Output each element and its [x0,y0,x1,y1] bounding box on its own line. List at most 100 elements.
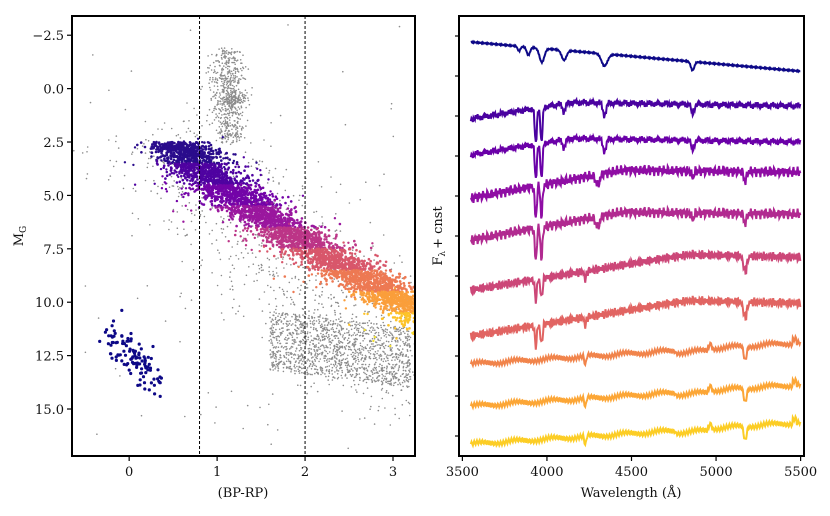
background-star [319,314,322,316]
faint-star [390,384,393,386]
background-star [261,160,264,163]
faint-star [304,334,307,336]
faint-star [398,366,401,369]
faint-star [285,322,288,325]
faint-star [305,369,308,372]
main-sequence-star [269,225,273,228]
giant-star [239,125,241,127]
red-clump-star [235,84,238,87]
faint-star [315,328,317,331]
main-sequence-star [210,167,213,170]
faint-star [408,362,411,364]
faint-star [313,345,316,348]
main-sequence-star [218,186,222,189]
faint-star [322,345,325,347]
giant-star [231,57,233,60]
main-sequence-star [201,191,205,195]
faint-star [280,346,283,348]
faint-star [390,371,392,373]
background-star [137,218,140,220]
background-star [163,220,165,222]
main-sequence-star [180,158,183,161]
faint-star [356,367,359,370]
background-star [117,147,120,149]
giant-star [212,76,214,79]
faint-star [346,368,349,371]
background-star [401,261,403,264]
faint-star [271,366,274,368]
faint-star [346,328,348,330]
faint-star [275,328,277,331]
faint-star [283,338,286,340]
main-sequence-star [234,188,238,191]
red-clump-star [237,88,240,91]
faint-star [372,345,375,348]
background-star [223,319,225,321]
background-star [313,211,315,213]
main-sequence-star [271,207,274,210]
red-clump-star [230,111,233,114]
main-sequence-star [266,196,270,200]
background-star [361,354,364,356]
faint-star [392,375,395,378]
faint-star [293,370,296,372]
faint-star [277,366,279,368]
giant-star [242,77,244,79]
giant-star [218,96,221,98]
faint-star [404,381,406,383]
background-star [215,239,218,241]
faint-star [328,357,331,360]
giant-star [228,114,230,117]
faint-star [289,360,292,363]
faint-star [335,331,337,333]
faint-star [387,372,389,375]
faint-star [351,355,354,358]
background-star [188,120,190,122]
faint-star [344,358,347,361]
giant-star [238,78,240,80]
main-sequence-star [300,217,304,220]
main-sequence-star [212,167,216,170]
background-star [141,145,144,147]
faint-star [339,352,342,354]
faint-star [381,343,384,345]
faint-star [319,366,322,368]
faint-star [339,333,342,336]
faint-star [302,342,304,345]
faint-star [340,327,343,330]
faint-star [391,372,394,375]
background-star [363,417,366,419]
main-sequence-star [190,157,194,161]
background-star [278,358,280,361]
main-sequence-star [188,176,191,179]
background-star [339,183,342,186]
main-sequence-star [193,158,196,161]
background-star [108,89,110,92]
faint-star [279,354,282,357]
giant-star [209,64,211,67]
faint-star [271,362,273,364]
faint-star [327,322,330,324]
faint-star [271,351,273,353]
main-sequence-star [180,151,183,155]
red-clump-star [234,93,237,96]
giant-star [236,111,238,114]
background-star [387,340,390,343]
faint-star [304,373,306,376]
faint-star [298,340,301,343]
main-sequence-star [190,148,193,152]
main-sequence-star [231,161,235,165]
background-star [182,120,185,123]
faint-star [371,381,374,384]
giant-star [216,115,219,117]
red-clump-star [234,100,237,103]
background-star [215,139,218,142]
main-sequence-star [207,182,210,186]
faint-star [386,329,389,331]
faint-star [364,354,367,357]
faint-star [270,338,272,341]
faint-star [390,353,393,356]
main-sequence-star [240,214,243,217]
main-sequence-star [234,165,237,169]
background-star [365,181,367,183]
